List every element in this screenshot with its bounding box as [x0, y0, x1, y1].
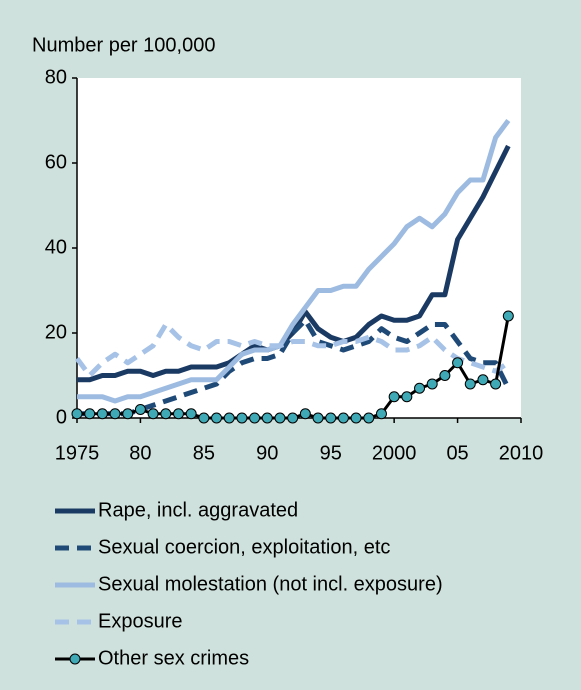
marker	[84, 408, 96, 420]
marker	[236, 412, 248, 424]
y-tick-label: 0	[56, 406, 67, 428]
marker	[96, 408, 108, 420]
marker	[414, 382, 426, 394]
marker	[337, 412, 349, 424]
marker	[274, 412, 286, 424]
y-axis-label: Number per 100,000	[32, 34, 215, 56]
x-tick-label: 95	[320, 442, 342, 464]
marker	[464, 378, 476, 390]
marker	[375, 408, 387, 420]
marker	[363, 412, 375, 424]
marker	[147, 408, 159, 420]
marker	[71, 408, 83, 420]
series-line	[74, 322, 510, 378]
x-tick-label: 85	[193, 442, 215, 464]
marker	[261, 412, 273, 424]
marker	[312, 412, 324, 424]
marker	[502, 310, 514, 322]
marker	[325, 412, 337, 424]
y-tick-label: 20	[45, 321, 67, 343]
y-tick-label: 60	[45, 151, 67, 173]
marker	[490, 378, 502, 390]
legend-label: Sexual molestation (not incl. exposure)	[98, 573, 443, 595]
legend-label: Other sex crimes	[98, 647, 249, 669]
x-tick-label: 80	[129, 442, 151, 464]
marker	[109, 408, 121, 420]
x-tick-label: 2000	[372, 442, 417, 464]
marker	[223, 412, 235, 424]
marker	[350, 412, 362, 424]
x-tick-label: 2010	[499, 442, 544, 464]
marker	[388, 391, 400, 403]
series-line	[77, 317, 511, 417]
marker	[477, 374, 489, 386]
marker	[439, 370, 451, 381]
x-tick-label: 1975	[55, 442, 100, 464]
marker	[211, 412, 223, 424]
marker	[401, 391, 413, 403]
marker	[198, 412, 210, 424]
marker	[134, 404, 146, 415]
marker	[185, 408, 197, 420]
x-tick-label: 05	[446, 442, 468, 464]
legend-label: Exposure	[98, 610, 183, 632]
marker	[299, 408, 311, 420]
marker	[249, 412, 261, 424]
marker	[452, 357, 464, 369]
marker	[426, 378, 438, 390]
marker	[122, 408, 134, 420]
legend-label: Rape, incl. aggravated	[98, 499, 298, 521]
series-line	[77, 119, 511, 404]
legend-marker	[69, 653, 81, 665]
marker	[172, 408, 184, 420]
legend-label: Sexual coercion, exploitation, etc	[98, 536, 390, 558]
y-tick-label: 80	[45, 66, 67, 88]
marker	[287, 412, 299, 424]
y-tick-label: 40	[45, 236, 67, 258]
x-tick-label: 90	[256, 442, 278, 464]
marker	[160, 408, 172, 420]
plot-area	[77, 78, 521, 418]
series-line	[77, 144, 511, 383]
